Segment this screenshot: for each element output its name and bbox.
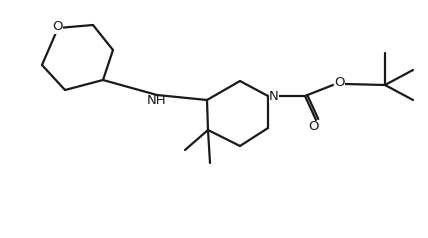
Text: O: O: [53, 20, 63, 34]
Text: O: O: [335, 76, 345, 89]
Text: NH: NH: [147, 94, 167, 108]
Text: O: O: [309, 120, 319, 134]
Text: N: N: [269, 89, 279, 103]
